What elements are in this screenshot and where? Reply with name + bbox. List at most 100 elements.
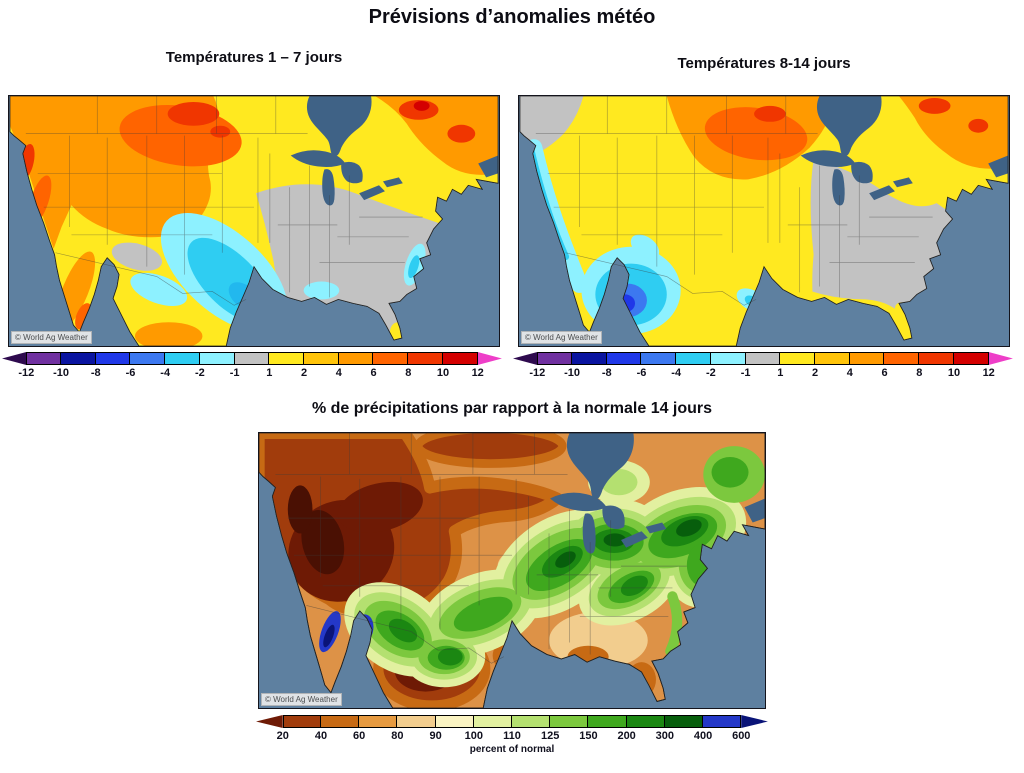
colorbar-tick: 4 (335, 367, 342, 379)
colorbar-segment (373, 352, 409, 365)
colorbar-tick: 12 (982, 367, 995, 379)
colorbar-tick: -2 (706, 367, 716, 379)
colorbar-segment (741, 715, 768, 728)
colorbar-unit-label: percent of normal (469, 744, 555, 755)
colorbar-tick: 1 (777, 367, 784, 379)
colorbar-tick: 60 (353, 730, 366, 742)
colorbar-tick: -4 (671, 367, 682, 379)
watermark-precip: © World Ag Weather (261, 693, 342, 706)
colorbar-tick: 2 (812, 367, 819, 379)
temp-map-1-7: © World Ag Weather (8, 95, 500, 347)
colorbar-tick: 150 (579, 730, 598, 742)
colorbar-tick: 125 (541, 730, 560, 742)
colorbar-segment (61, 352, 96, 365)
precip-map: © World Ag Weather (258, 432, 766, 709)
colorbar-segment (780, 352, 816, 365)
colorbar-segment (359, 715, 398, 728)
colorbar-segment (988, 352, 1013, 365)
watermark-1-7: © World Ag Weather (11, 331, 92, 344)
colorbar-segment (199, 352, 235, 365)
colorbar-segment (234, 352, 270, 365)
colorbar-segment (884, 352, 920, 365)
colorbar-segment (815, 352, 850, 365)
colorbar-segment (282, 715, 321, 728)
colorbar-segment (397, 715, 436, 728)
colorbar-segment (641, 352, 677, 365)
watermark-8-14: © World Ag Weather (521, 331, 602, 344)
colorbar-ticks: -12 -10 -8 -6 -4 -2 -1 1 2 4 6 8 10 12 (2, 365, 502, 380)
colorbar-segment (26, 352, 62, 365)
colorbar-segment (442, 352, 478, 365)
colorbar-segment (511, 715, 551, 728)
colorbar-tick: 6 (370, 367, 377, 379)
colorbar-tick: 200 (617, 730, 636, 742)
colorbar-segment (256, 715, 283, 728)
temp-map-1-7-svg (9, 96, 499, 346)
colorbar-segment (606, 352, 642, 365)
colorbar-tick: 20 (276, 730, 289, 742)
colorbar-segment (550, 715, 589, 728)
colorbar-segment (338, 352, 374, 365)
colorbar-segments (256, 715, 768, 728)
colorbar-tick: 40 (314, 730, 328, 742)
colorbar-tick: 300 (655, 730, 675, 742)
colorbar-tick: -4 (160, 367, 171, 379)
colorbar-segment (953, 352, 989, 365)
colorbar-segment (537, 352, 573, 365)
temp-scale-8-14: -12 -10 -8 -6 -4 -2 -1 1 2 4 6 8 10 12 (513, 352, 1013, 380)
colorbar-tick: 1 (266, 367, 273, 379)
colorbar-segment (473, 715, 512, 728)
colorbar-tick: -6 (636, 367, 647, 379)
colorbar-segment (130, 352, 166, 365)
colorbar-tick: 400 (693, 730, 713, 742)
precip-title: % de précipitations par rapport à la nor… (311, 400, 713, 417)
colorbar-segments (513, 352, 1013, 365)
colorbar-segment (588, 715, 627, 728)
colorbar-segment (572, 352, 607, 365)
colorbar-segment (2, 352, 27, 365)
colorbar-segment (710, 352, 746, 365)
colorbar-segment (919, 352, 954, 365)
colorbar-tick: -1 (229, 367, 240, 379)
colorbar-tick: -12 (529, 367, 546, 379)
colorbar-segment (320, 715, 360, 728)
colorbar-tick: 10 (947, 367, 961, 379)
temp-scale-1-7: -12 -10 -8 -6 -4 -2 -1 1 2 4 6 8 10 12 (2, 352, 502, 380)
colorbar-tick: 8 (916, 367, 923, 379)
colorbar-tick: 10 (436, 367, 450, 379)
colorbar-segment (408, 352, 443, 365)
colorbar-segment (849, 352, 885, 365)
colorbar-segment (477, 352, 502, 365)
colorbar-tick: 4 (846, 367, 853, 379)
colorbar-ticks: 20 40 60 80 90 100 110 125 150 200 300 400 600 (256, 728, 768, 743)
colorbar-segment (269, 352, 305, 365)
colorbar-tick: 12 (471, 367, 484, 379)
colorbar-ticks: -12 -10 -8 -6 -4 -2 -1 1 2 4 6 8 10 12 (513, 365, 1013, 380)
colorbar-segment (676, 352, 711, 365)
colorbar-tick: -6 (125, 367, 136, 379)
temp-1-7-title: Températures 1 – 7 jours (165, 49, 343, 66)
colorbar-segment (95, 352, 131, 365)
colorbar-segments (2, 352, 502, 365)
colorbar-segment (664, 715, 703, 728)
temp-map-8-14-svg (519, 96, 1009, 346)
colorbar-tick: -10 (564, 367, 580, 379)
colorbar-tick: -1 (740, 367, 751, 379)
precip-map-svg (259, 433, 765, 708)
colorbar-tick: -8 (90, 367, 101, 379)
temp-8-14-title: Températures 8-14 jours (677, 55, 851, 72)
colorbar-tick: 6 (881, 367, 888, 379)
colorbar-segment (745, 352, 781, 365)
colorbar-tick: 110 (503, 730, 521, 742)
colorbar-tick: 100 (464, 730, 483, 742)
colorbar-tick: -10 (53, 367, 69, 379)
colorbar-segment (165, 352, 200, 365)
colorbar-segment (702, 715, 742, 728)
colorbar-segment (513, 352, 538, 365)
colorbar-tick: 80 (391, 730, 404, 742)
colorbar-tick: 2 (301, 367, 308, 379)
page-title: Prévisions d’anomalies météo (368, 6, 656, 28)
precip-scale: 20 40 60 80 90 100 110 125 150 200 300 400 600 percen… (256, 715, 768, 755)
temp-map-8-14: © World Ag Weather (518, 95, 1010, 347)
